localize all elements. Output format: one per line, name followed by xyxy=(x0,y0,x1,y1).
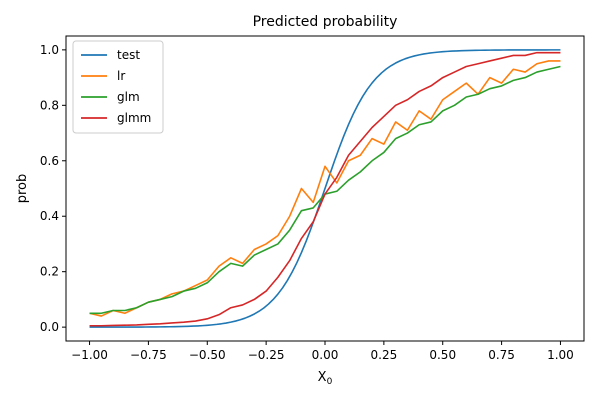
x-axis-label: X0 xyxy=(318,370,333,387)
x-tick-label: −0.50 xyxy=(189,348,226,362)
y-tick-label: 0.8 xyxy=(40,98,59,112)
y-axis-ticks: 0.0 0.2 0.4 0.6 0.8 1.0 xyxy=(40,43,66,334)
legend: test lr glm glmm xyxy=(72,40,164,134)
y-tick-label: 0.0 xyxy=(40,320,59,334)
legend-label-glmm: glmm xyxy=(117,111,151,125)
x-tick-label: 1.00 xyxy=(547,348,574,362)
y-tick-label: 0.6 xyxy=(40,154,59,168)
y-tick-label: 0.4 xyxy=(40,209,59,223)
legend-label-lr: lr xyxy=(117,69,125,83)
x-tick-label: −0.25 xyxy=(248,348,285,362)
x-tick-label: 0.50 xyxy=(429,348,456,362)
x-axis-ticks: −1.00 −0.75 −0.50 −0.25 0.00 0.25 0.50 0.75 1.00 xyxy=(71,341,574,362)
y-tick-label: 0.2 xyxy=(40,265,59,279)
x-tick-label: −0.75 xyxy=(130,348,167,362)
x-tick-label: −1.00 xyxy=(71,348,108,362)
legend-label-test: test xyxy=(117,48,140,62)
y-axis-label: prob xyxy=(15,174,30,204)
x-tick-label: 0.75 xyxy=(488,348,515,362)
x-axis-label-main: X xyxy=(318,370,327,385)
x-tick-label: 0.00 xyxy=(312,348,339,362)
x-tick-label: 0.25 xyxy=(371,348,398,362)
chart-title: Predicted probability xyxy=(253,14,398,30)
series-layer xyxy=(89,49,561,328)
series-line-lr xyxy=(89,60,561,317)
series-line-test xyxy=(89,49,561,328)
series-line-glmm xyxy=(89,51,561,327)
legend-box xyxy=(72,40,164,134)
y-tick-label: 1.0 xyxy=(40,43,59,57)
legend-label-glm: glm xyxy=(117,90,140,104)
x-axis-label-subscript: 0 xyxy=(327,377,333,387)
